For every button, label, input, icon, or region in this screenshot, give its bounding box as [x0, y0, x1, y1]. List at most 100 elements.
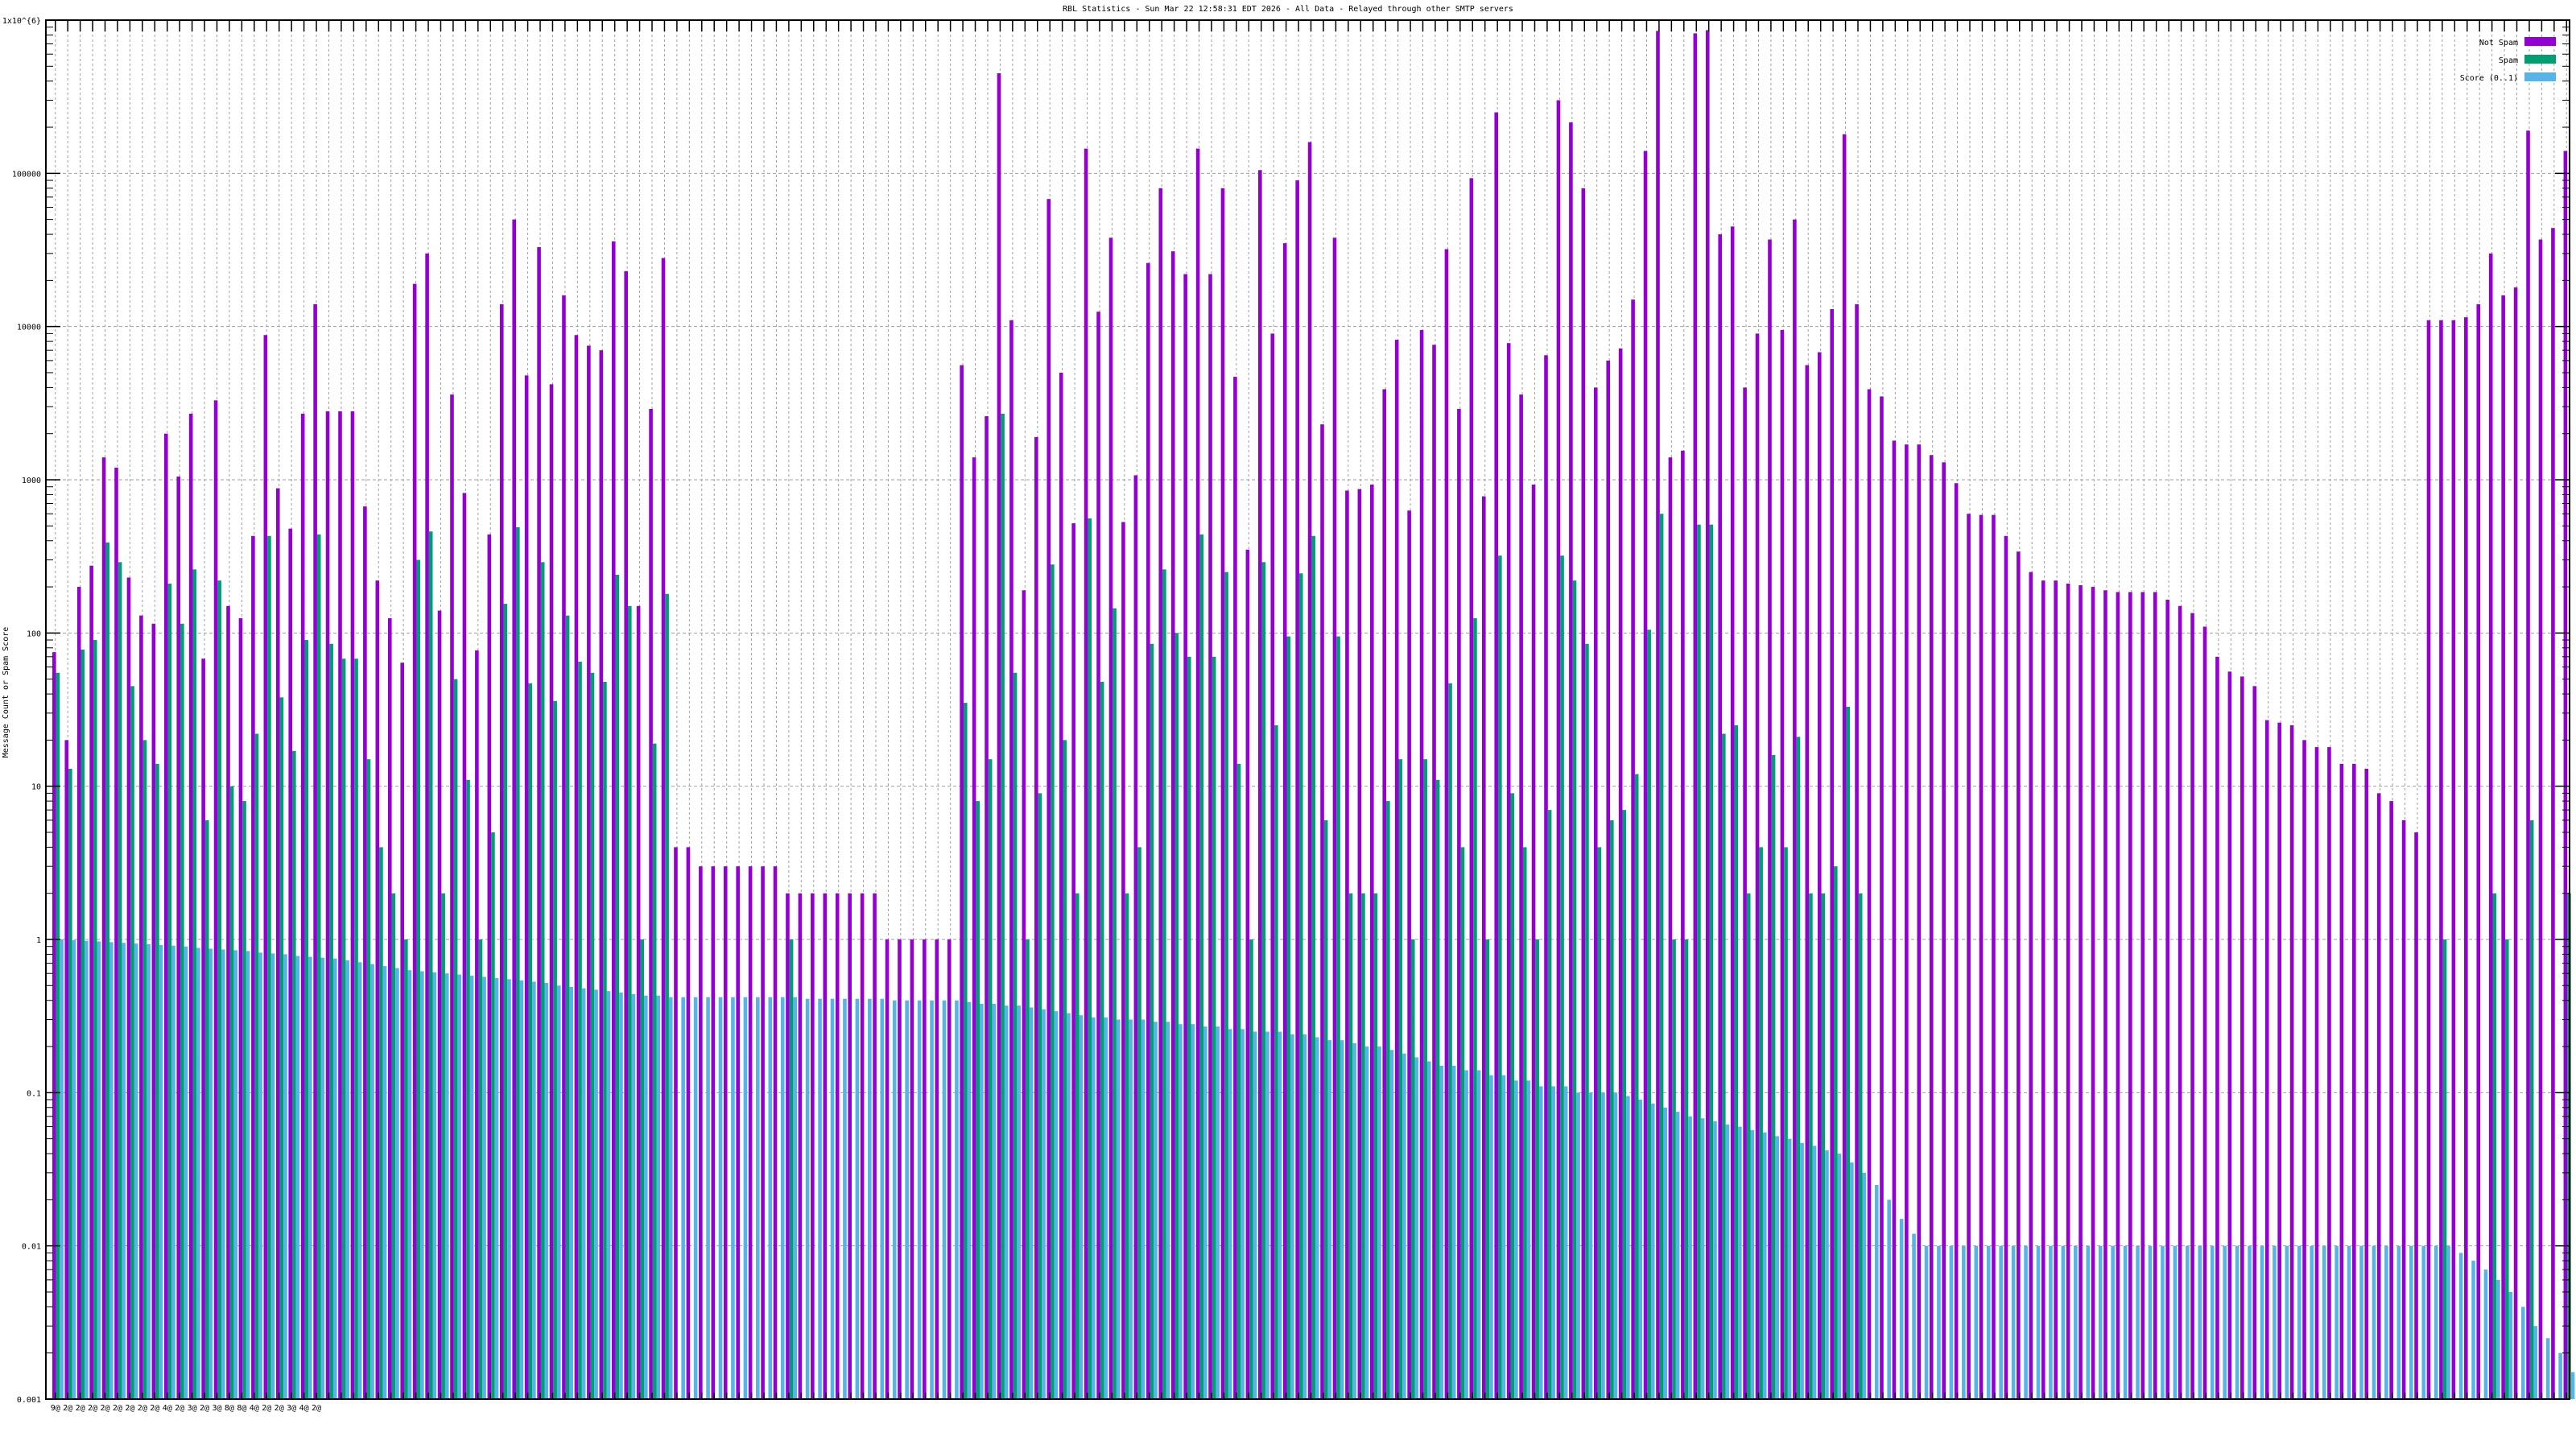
legend: Not Spam Spam Score (0..1) — [2460, 37, 2556, 83]
bar-score — [1887, 1199, 1891, 1399]
bar-spam — [1038, 793, 1042, 1399]
bar-score — [1663, 1107, 1667, 1399]
bar-not-spam — [1705, 30, 1710, 1399]
bar-spam — [1001, 413, 1005, 1399]
bar-not-spam — [288, 528, 293, 1399]
bar-score — [930, 1000, 934, 1399]
bar-score — [2198, 1245, 2202, 1399]
bar-spam — [130, 686, 134, 1399]
bar-spam — [963, 703, 968, 1399]
bar-not-spam — [1805, 365, 1810, 1400]
bar-spam — [1858, 893, 1863, 1399]
bar-not-spam — [599, 350, 604, 1399]
bar-spam — [553, 700, 557, 1399]
bar-spam — [267, 535, 271, 1399]
bar-spam — [528, 683, 533, 1399]
bar-score — [917, 1000, 922, 1399]
bar-spam — [665, 593, 669, 1399]
bar-not-spam — [1494, 112, 1499, 1400]
bar-not-spam — [1842, 134, 1847, 1399]
bar-not-spam — [2488, 253, 2493, 1399]
bar-not-spam — [1830, 308, 1834, 1399]
bar-not-spam — [275, 488, 280, 1399]
bar-not-spam — [1606, 360, 1611, 1400]
bar-spam — [1597, 847, 1602, 1399]
bar-not-spam — [1170, 251, 1175, 1399]
bar-not-spam — [2513, 287, 2518, 1399]
bar-score — [60, 939, 64, 1399]
bar-score — [2273, 1245, 2277, 1399]
bar-score — [2186, 1245, 2190, 1399]
x-tick-label: 2@ — [113, 1404, 122, 1413]
bar-not-spam — [412, 283, 417, 1399]
bar-score — [1762, 1132, 1767, 1399]
bar-not-spam — [574, 335, 579, 1400]
bar-not-spam — [1233, 377, 1237, 1399]
y-tick-label: 10 — [31, 783, 41, 792]
bar-score — [855, 998, 860, 1399]
plot-frame — [45, 19, 2570, 1400]
bar-score — [1825, 1150, 1829, 1399]
bar-score — [221, 949, 225, 1399]
bar-score — [1451, 1065, 1456, 1399]
bar-score — [1054, 1011, 1059, 1399]
bar-not-spam — [798, 893, 803, 1399]
bar-score — [1800, 1142, 1804, 1399]
bar-not-spam — [997, 73, 1001, 1399]
legend-swatch — [2524, 72, 2556, 81]
x-tick-label: 2@ — [275, 1404, 284, 1413]
bar-score — [905, 1000, 909, 1399]
bar-spam — [1746, 893, 1751, 1399]
bar-score — [1476, 1070, 1481, 1399]
bar-score — [992, 1003, 997, 1399]
bar-spam — [354, 658, 358, 1399]
y-tick-label: 10000 — [17, 324, 41, 332]
bar-not-spam — [1581, 188, 1586, 1399]
bar-not-spam — [1693, 33, 1698, 1400]
bar-not-spam — [524, 375, 529, 1399]
bar-score — [2111, 1245, 2115, 1399]
bar-not-spam — [1656, 31, 1660, 1399]
bar-spam — [2492, 893, 2497, 1399]
bar-not-spam — [972, 457, 976, 1399]
bar-score — [270, 953, 275, 1399]
bar-not-spam — [338, 411, 342, 1400]
bar-not-spam — [2091, 587, 2095, 1399]
bar-score — [1327, 1040, 1332, 1399]
bar-score — [97, 941, 101, 1399]
bar-not-spam — [2414, 832, 2418, 1399]
bar-score — [1750, 1129, 1755, 1399]
bar-not-spam — [437, 610, 442, 1399]
bar-spam — [1622, 810, 1627, 1399]
bar-spam — [1759, 847, 1763, 1399]
bar-not-spam — [1220, 188, 1225, 1399]
bar-score — [1626, 1096, 1630, 1399]
bar-not-spam — [773, 866, 778, 1399]
bar-not-spam — [1071, 523, 1075, 1400]
bar-not-spam — [2538, 239, 2543, 1400]
bar-not-spam — [1046, 199, 1051, 1400]
bar-score — [1364, 1046, 1369, 1399]
bar-score — [2322, 1245, 2326, 1399]
bar-score — [2520, 1307, 2525, 1399]
bar-score — [606, 991, 611, 1399]
bar-not-spam — [1258, 170, 1262, 1400]
bar-spam — [1100, 682, 1104, 1399]
bar-score — [1501, 1075, 1506, 1399]
bar-not-spam — [1208, 274, 1212, 1400]
bar-not-spam — [2264, 720, 2269, 1399]
bar-score — [2260, 1245, 2264, 1399]
bar-score — [2372, 1245, 2376, 1399]
bar-score — [171, 945, 175, 1399]
bar-spam — [1249, 939, 1253, 1399]
bar-score — [756, 997, 760, 1399]
bar-score — [1004, 1005, 1009, 1399]
bar-not-spam — [2227, 671, 2232, 1399]
bar-spam — [1174, 633, 1179, 1399]
bar-score — [2533, 1326, 2538, 1399]
bar-score — [2248, 1245, 2252, 1399]
bar-not-spam — [101, 457, 106, 1399]
bar-spam — [1697, 524, 1701, 1399]
bar-spam — [1423, 759, 1427, 1399]
bar-score — [246, 951, 250, 1399]
